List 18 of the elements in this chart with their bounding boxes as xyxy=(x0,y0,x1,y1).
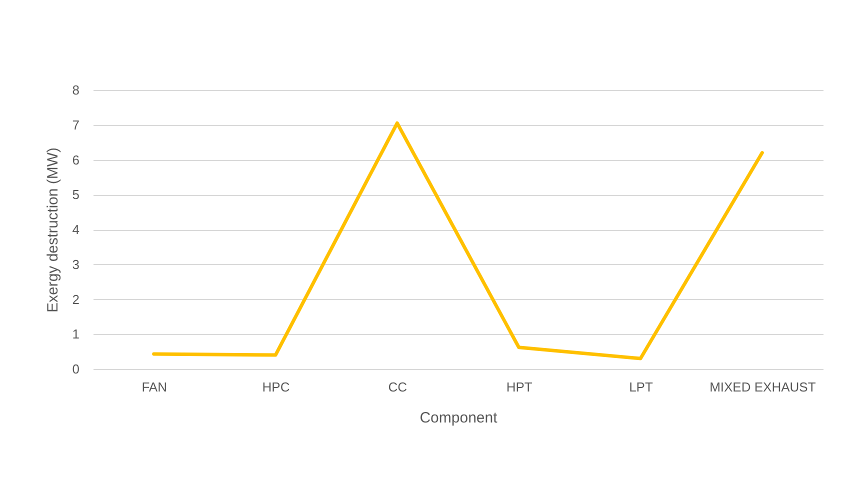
y-tick-label: 1 xyxy=(72,326,80,342)
y-tick-label: 4 xyxy=(72,222,80,237)
line-series xyxy=(152,121,764,360)
y-tick-label: 2 xyxy=(72,292,80,307)
x-tick-label: MIXED EXHAUST xyxy=(710,380,816,394)
x-axis-title: Component xyxy=(420,410,498,426)
y-tick-label: 6 xyxy=(72,152,80,168)
x-tick-label: HPC xyxy=(262,380,290,394)
y-tick-label: 5 xyxy=(72,187,80,202)
y-axis-title: Exergy destruction (MW) xyxy=(44,147,62,313)
x-tick-label: CC xyxy=(388,380,408,394)
y-tick-label: 7 xyxy=(72,117,80,132)
y-tick-label: 3 xyxy=(72,256,80,272)
x-tick-label: LPT xyxy=(629,380,653,394)
x-tick-label: HPT xyxy=(506,380,532,394)
x-tick-label: FAN xyxy=(142,380,167,394)
y-tick-label: 8 xyxy=(72,82,80,98)
y-tick-label: 0 xyxy=(72,362,80,376)
